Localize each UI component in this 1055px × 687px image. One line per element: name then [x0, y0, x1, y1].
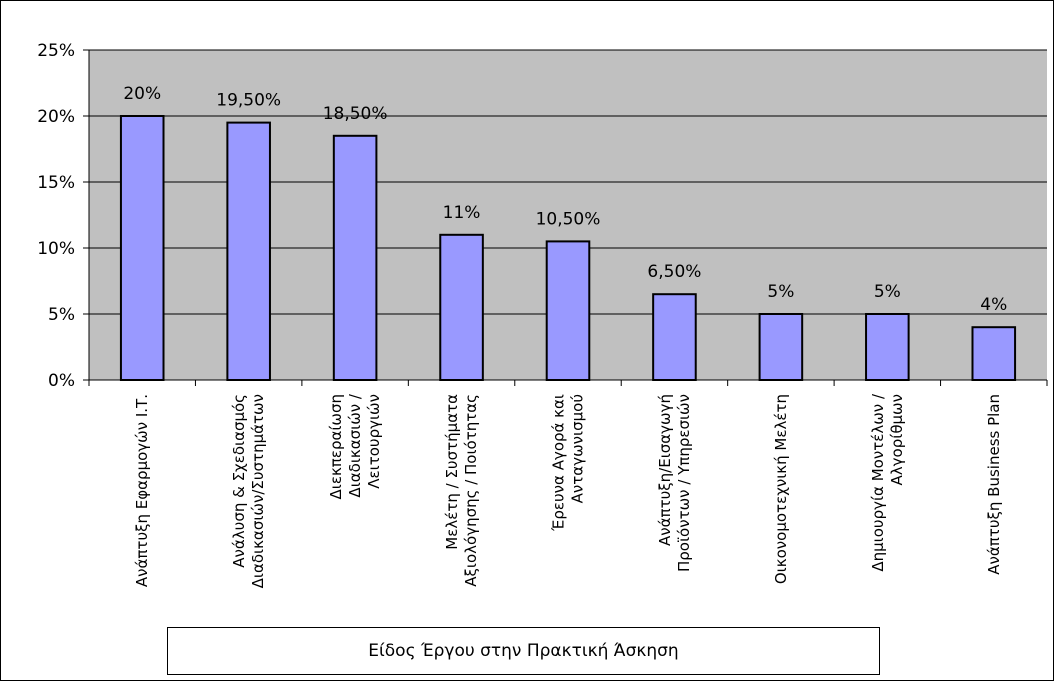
x-category-line: Ανάπτυξη Business Plan — [985, 394, 1003, 575]
x-category-line: Λειτουργιών — [365, 394, 383, 489]
x-category-line: Διεκπεραίωση — [327, 394, 345, 499]
bar — [758, 313, 804, 381]
x-category-line: Προϊόντων / Υπηρεσιών — [675, 394, 693, 572]
x-category-line: Αλγορίθμων — [888, 394, 906, 485]
x-category-line: Διαδικασιών / — [346, 393, 364, 497]
data-label: 20% — [123, 84, 161, 104]
x-category-line: Αξιολόγησης / Ποιότητας — [462, 394, 480, 587]
bar — [119, 115, 165, 381]
bar — [971, 326, 1017, 382]
bar — [332, 134, 378, 381]
data-label: 10,50% — [536, 209, 601, 229]
x-category-label: Μελέτη / Συστήματα Αξιολόγησης / Ποιότητα… — [443, 394, 480, 587]
y-tick-label: 5% — [48, 305, 75, 325]
bar — [545, 240, 591, 381]
x-category-line: Διαδικασιών/Συστημάτων — [249, 394, 267, 588]
y-tick-label: 15% — [37, 173, 75, 193]
x-category-line: Ανάλυση & Σχεδιασμός — [230, 394, 248, 568]
bar — [652, 293, 697, 382]
y-tick-label: 25% — [37, 41, 75, 61]
data-label: 11% — [443, 203, 481, 223]
x-category-label: Ανάπτυξη Εφαρμογών Ι.Τ. — [133, 394, 151, 587]
x-category-line: Ανάπτυξη/Εισαγωγή — [656, 394, 674, 546]
data-label: 5% — [874, 282, 901, 302]
bar — [439, 233, 484, 381]
x-axis-title: Είδος Έργου στην Πρακτική Άσκηση — [167, 627, 880, 675]
bar — [226, 121, 271, 381]
x-category-line: Οικονομοτεχνική Μελέτη — [772, 394, 790, 584]
x-category-line: Δημιουργία Μοντέλων / — [869, 393, 887, 572]
x-category-line: Ανάπτυξη Εφαρμογών Ι.Τ. — [133, 394, 151, 587]
x-category-line: Μελέτη / Συστήματα — [443, 394, 461, 550]
x-category-label: Δημιουργία Μοντέλων / Αλγορίθμων — [869, 393, 906, 572]
x-category-label: Οικονομοτεχνική Μελέτη — [772, 394, 790, 584]
data-label: 19,50% — [216, 91, 281, 111]
x-category-line: Έρευνα Αγορά και — [550, 394, 568, 532]
x-category-label: Διεκπεραίωση Διαδικασιών / Λειτουργιών — [327, 393, 383, 499]
y-tick-label: 20% — [37, 107, 75, 127]
x-category-line: Ανταγωνισμού — [569, 394, 587, 503]
bar — [865, 313, 910, 381]
x-category-label: Έρευνα Αγορά και Ανταγωνισμού — [550, 394, 587, 532]
y-tick-label: 10% — [37, 239, 75, 259]
x-category-label: Ανάλυση & Σχεδιασμός Διαδικασιών/Συστημάτ… — [230, 394, 267, 588]
x-category-label: Ανάπτυξη Business Plan — [985, 394, 1003, 575]
data-label: 5% — [767, 282, 794, 302]
data-label: 4% — [980, 295, 1007, 315]
y-tick-label: 0% — [48, 371, 75, 391]
data-label: 18,50% — [323, 104, 388, 124]
x-category-label: Ανάπτυξη/Εισαγωγή Προϊόντων / Υπηρεσιών — [656, 394, 693, 572]
data-label: 6,50% — [647, 262, 701, 282]
